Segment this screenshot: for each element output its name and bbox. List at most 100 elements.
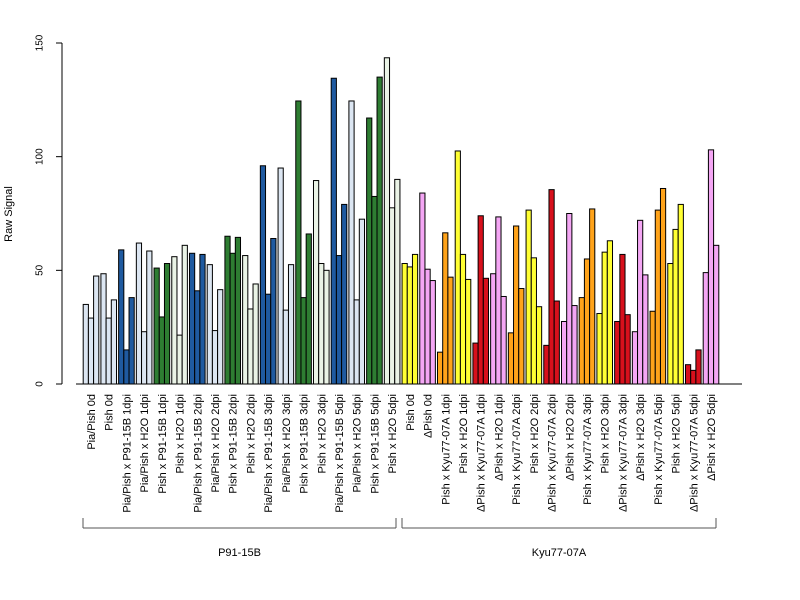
bar: [188, 252, 196, 385]
bar: [649, 310, 656, 385]
bar: [287, 264, 295, 385]
bar: [295, 100, 302, 385]
y-axis: 0 50 100 150 Raw Signal: [3, 34, 63, 387]
bar: [642, 274, 649, 385]
bar: [560, 320, 568, 385]
bar: [401, 263, 408, 385]
x-tick-label: Pish x Kyu77-07A 1dpi: [440, 394, 452, 505]
x-tick-label: ΔPish x Kyu77-07A 3dpi: [617, 394, 629, 512]
bar: [707, 149, 715, 385]
y-tick-label: 0: [35, 381, 46, 387]
bar: [713, 244, 720, 385]
bar: [578, 297, 585, 385]
x-tick-label: Pia/Pish x H2O 5dpi: [352, 394, 364, 492]
bar: [677, 203, 684, 385]
x-tick-label: Pia/Pish x P91-15B 5dpi: [334, 394, 346, 513]
bar: [229, 252, 236, 385]
bar: [419, 192, 426, 385]
bar: [163, 263, 171, 385]
bar: [93, 275, 100, 385]
bar: [667, 263, 674, 385]
bar: [82, 303, 89, 385]
bar: [300, 297, 307, 385]
bar: [305, 233, 312, 385]
bar: [330, 77, 337, 385]
bar: [358, 218, 366, 385]
bar: [530, 257, 537, 385]
bar: [619, 253, 626, 385]
bar: [690, 369, 697, 385]
x-tick-label: Pish 0d: [104, 394, 116, 431]
bar: [376, 76, 383, 385]
bar: [459, 253, 467, 385]
bar: [472, 342, 479, 385]
bar: [211, 330, 219, 385]
x-tick-label: Pish x H2O 2dpi: [245, 394, 257, 473]
bar: [181, 244, 188, 385]
bar: [624, 314, 631, 385]
x-tick-label: Pish x P91-15B 3dpi: [299, 394, 311, 494]
bar: [123, 349, 130, 385]
bar: [614, 320, 621, 385]
x-tick-label: Pish x Kyu77-07A 2dpi: [511, 394, 523, 505]
x-tick-label: Pish x P91-15B 5dpi: [369, 394, 381, 494]
bar: [234, 236, 242, 385]
group-label: Kyu77-07A: [532, 547, 587, 559]
y-tick-label: 100: [35, 148, 46, 165]
x-tick-label: Pish x H2O 5dpi: [671, 394, 683, 473]
bar: [518, 288, 525, 385]
x-tick-label: Pia/Pish x P91-15B 3dpi: [263, 394, 275, 513]
bar: [217, 289, 224, 385]
group-label: P91-15B: [218, 547, 261, 559]
bar: [684, 364, 692, 385]
bar: [695, 349, 702, 385]
bar: [366, 117, 373, 385]
bar: [507, 332, 515, 385]
x-tick-label: ΔPish x H2O 2dpi: [564, 394, 576, 481]
bar: [252, 283, 259, 385]
bar: [348, 100, 355, 385]
bar: [424, 268, 431, 385]
x-tick-label: Pia/Pish x H2O 1dpi: [139, 394, 151, 492]
bar: [199, 253, 206, 385]
x-tick-label: Pish x Kyu77-07A 5dpi: [653, 394, 665, 505]
bar: [465, 278, 472, 385]
bar: [312, 180, 320, 385]
y-axis-title: Raw Signal: [3, 186, 15, 242]
bar: [606, 240, 614, 385]
bar: [589, 208, 596, 385]
bar: [659, 187, 667, 385]
bar: [158, 316, 165, 385]
bar: [259, 165, 267, 385]
bar: [146, 250, 153, 385]
bar: [128, 297, 135, 385]
bar: [87, 317, 95, 385]
bar: [118, 249, 125, 385]
x-tick-label: Pish x H2O 3dpi: [600, 394, 612, 473]
x-tick-label: Pia/Pish x H2O 3dpi: [281, 394, 293, 492]
bar: [353, 299, 360, 385]
bar: [105, 317, 112, 385]
bar: [318, 263, 325, 385]
bar: [495, 216, 502, 385]
bar: [702, 272, 709, 385]
group-brackets: P91-15B Kyu77-07A: [82, 518, 717, 559]
bar: [171, 256, 178, 385]
x-axis-labels: Pia/Pish 0d Pish 0d Pia/Pish x P91-15B 1dp…: [86, 394, 718, 513]
bar: [411, 253, 419, 385]
bar: [429, 280, 436, 385]
bar: [482, 277, 490, 385]
bar: [477, 215, 484, 385]
x-tick-label: ΔPish x H2O 3dpi: [635, 394, 647, 481]
bar: [543, 344, 550, 385]
x-tick-label: ΔPish 0d: [423, 394, 435, 438]
bar: [270, 238, 277, 385]
x-tick-label: Pia/Pish x P91-15B 1dpi: [121, 394, 133, 513]
bar: [596, 313, 603, 385]
bar: [153, 267, 160, 385]
bar: [206, 264, 213, 385]
bar: [583, 258, 591, 385]
bar: [442, 232, 449, 385]
bar: [110, 299, 118, 385]
y-tick-label: 150: [35, 34, 46, 51]
